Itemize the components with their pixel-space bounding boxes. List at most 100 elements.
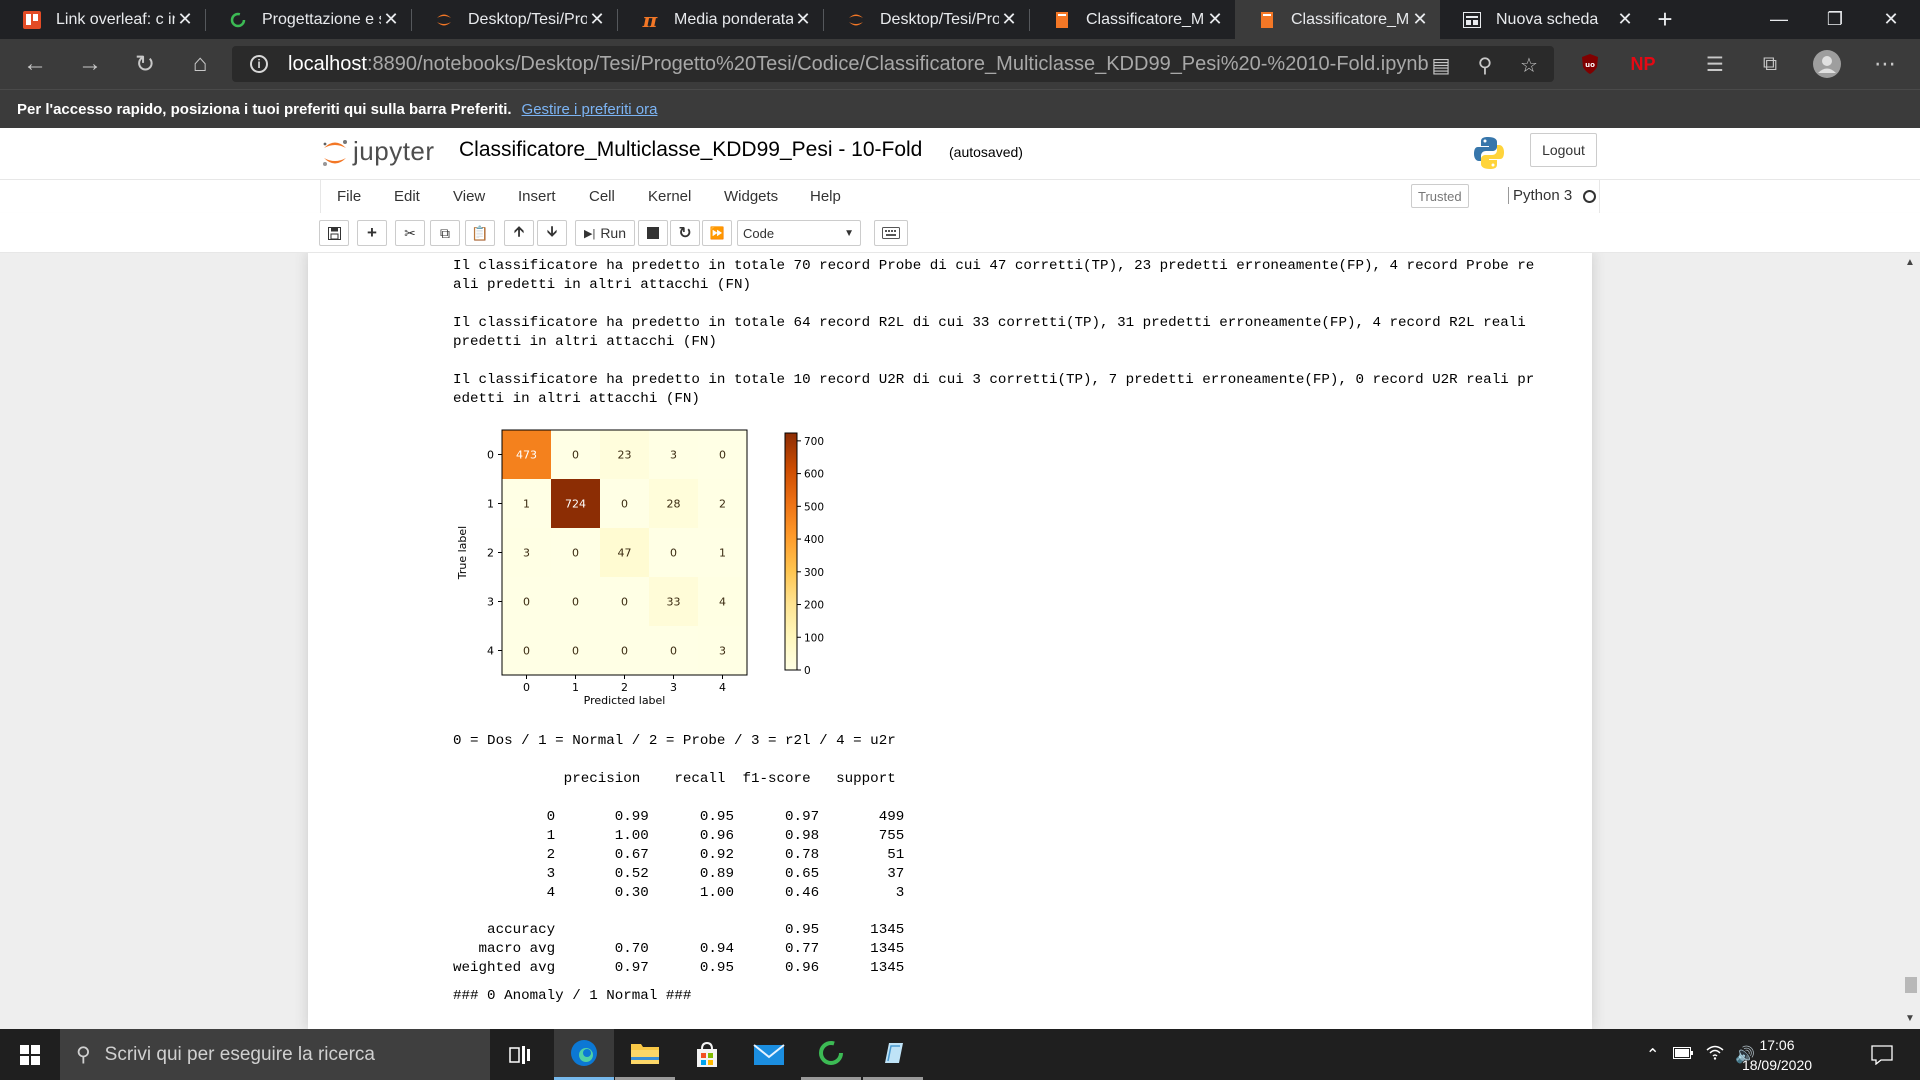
site-info-icon[interactable]: i xyxy=(250,55,268,73)
ublock-extension-icon[interactable]: uo xyxy=(1575,49,1605,79)
scroll-up-icon[interactable]: ▲ xyxy=(1905,257,1915,268)
copy-icon[interactable]: ⧉ xyxy=(430,220,460,246)
profile-avatar-icon[interactable] xyxy=(1812,49,1842,79)
close-tab-icon[interactable]: ✕ xyxy=(383,9,399,29)
scrollbar-thumb[interactable] xyxy=(1905,977,1917,993)
restore-window-icon[interactable]: ❐ xyxy=(1826,9,1844,29)
y-tick-label: 4 xyxy=(487,645,494,658)
move-down-icon[interactable]: 🡫 xyxy=(537,220,567,246)
notebook-area: Il classificatore ha predetto in totale … xyxy=(0,253,1920,1029)
task-view-icon[interactable] xyxy=(490,1029,550,1080)
insert-cell-icon[interactable]: + xyxy=(357,220,387,246)
read-aloud-icon[interactable]: ▤ xyxy=(1431,54,1451,77)
y-tick-label: 1 xyxy=(487,498,494,511)
run-button[interactable]: ▶| Run xyxy=(575,220,635,246)
heatmap-cell xyxy=(698,528,747,577)
report-row: 4 0.30 1.00 0.46 3 xyxy=(453,885,905,901)
new-tab-icon[interactable]: + xyxy=(1657,4,1673,34)
restart-run-all-icon[interactable]: ⏩ xyxy=(702,220,732,246)
edge-browser-taskbar-icon[interactable] xyxy=(554,1029,614,1080)
tab-separator xyxy=(617,8,618,31)
chevron-up-icon[interactable]: ⌃ xyxy=(1646,1046,1660,1064)
page-scrollbar[interactable]: ▲ ▼ xyxy=(1901,253,1920,1029)
close-tab-icon[interactable]: ✕ xyxy=(589,9,605,29)
heatmap-value-labels: 473 0 23 3 01 724 0 28 23 0 47 0 10 0 0 33 40 0 0 0 3 xyxy=(516,449,726,658)
menu-file[interactable]: File xyxy=(337,188,362,205)
menu-help[interactable]: Help xyxy=(810,188,841,205)
x-tick-label: 3 xyxy=(670,681,677,694)
browser-tab-5[interactable]: Desktop/Tesi/Prog ✕ xyxy=(824,0,1029,39)
close-window-icon[interactable]: ✕ xyxy=(1883,9,1899,29)
close-tab-icon[interactable]: ✕ xyxy=(1001,9,1017,29)
close-tab-icon[interactable]: ✕ xyxy=(177,9,193,29)
scroll-down-icon[interactable]: ▼ xyxy=(1905,1013,1915,1024)
menu-kernel[interactable]: Kernel xyxy=(648,188,692,205)
heatmap-cell xyxy=(698,626,747,675)
browser-tab-title: Classificatore_Mul xyxy=(1086,10,1205,28)
store-taskbar-icon[interactable] xyxy=(677,1029,737,1080)
menu-insert[interactable]: Insert xyxy=(518,188,556,205)
home-icon[interactable]: ⌂ xyxy=(192,50,208,77)
refresh-app-taskbar-icon[interactable] xyxy=(801,1029,861,1080)
url-input[interactable]: i localhost:8890/notebooks/Desktop/Tesi/… xyxy=(232,46,1554,82)
browser-tab-1[interactable]: Link overleaf: c in l✕ xyxy=(0,0,205,39)
browser-tab-4[interactable]: π Media ponderata ✕ xyxy=(618,0,823,39)
np-extension-icon[interactable]: NP xyxy=(1630,53,1656,74)
menu-widgets[interactable]: Widgets xyxy=(724,188,779,205)
heatmap-value-label: 0 xyxy=(621,498,628,511)
trusted-badge[interactable]: Trusted xyxy=(1411,184,1469,208)
kernel-name[interactable]: Python 3 xyxy=(1508,187,1572,204)
forward-icon[interactable]: → xyxy=(78,50,102,77)
collections-icon[interactable]: ⧉ xyxy=(1762,52,1778,75)
reload-icon[interactable]: ↻ xyxy=(134,50,156,78)
zoom-icon[interactable]: ⚲ xyxy=(1477,54,1493,77)
close-tab-icon[interactable]: ✕ xyxy=(1207,9,1223,29)
manage-favorites-link[interactable]: Gestire i preferiti ora xyxy=(521,100,658,118)
file-explorer-taskbar-icon[interactable] xyxy=(615,1029,675,1080)
move-up-icon[interactable]: 🡩 xyxy=(504,220,534,246)
browser-tab-6[interactable]: Classificatore_Mul ✕ xyxy=(1030,0,1235,39)
close-tab-icon[interactable]: ✕ xyxy=(1412,9,1428,29)
cut-icon[interactable]: ✂ xyxy=(395,220,425,246)
run-label: Run xyxy=(600,225,626,241)
browser-tab-2[interactable]: Progettazione e sv✕ xyxy=(206,0,411,39)
save-icon[interactable] xyxy=(319,220,349,246)
notifications-icon[interactable] xyxy=(1862,1029,1902,1080)
tab-separator xyxy=(205,8,206,31)
windows-start-icon[interactable] xyxy=(0,1029,60,1080)
battery-icon[interactable] xyxy=(1673,1046,1694,1064)
jupyter-logo[interactable]: jupyter xyxy=(321,136,435,167)
browser-tab-8[interactable]: Nuova scheda ✕ xyxy=(1440,0,1645,39)
restart-kernel-icon[interactable]: ↻ xyxy=(670,220,700,246)
favorite-star-icon[interactable]: ☆ xyxy=(1520,54,1538,77)
menu-cell[interactable]: Cell xyxy=(589,188,615,205)
menu-view[interactable]: View xyxy=(453,188,486,205)
taskbar-clock[interactable]: 17:06 18/09/2020 xyxy=(1736,1035,1818,1075)
close-tab-icon[interactable]: ✕ xyxy=(795,9,811,29)
volume-icon[interactable]: 🔊 xyxy=(1735,1046,1756,1064)
x-axis-ticks: 0 1 2 3 4 xyxy=(523,675,726,694)
paste-icon[interactable]: 📋 xyxy=(465,220,495,246)
browser-tab-title: Desktop/Tesi/Prog xyxy=(468,10,587,28)
class-legend-line: 0 = Dos / 1 = Normal / 2 = Probe / 3 = r… xyxy=(453,733,896,749)
taskbar-search-input[interactable]: ⚲ Scrivi qui per eseguire la ricerca xyxy=(60,1029,490,1080)
browser-tab-3[interactable]: Desktop/Tesi/Prog ✕ xyxy=(412,0,617,39)
close-tab-icon[interactable]: ✕ xyxy=(1617,9,1633,29)
notes-app-taskbar-icon[interactable] xyxy=(863,1029,923,1080)
browser-tab-7[interactable]: Classificatore_Mul ✕ xyxy=(1235,0,1440,39)
settings-more-icon[interactable]: ⋯ xyxy=(1874,51,1896,76)
notebook-toolbar: + ✂ ⧉ 📋 🡩 🡫 ▶| Run ↻ ⏩ Code ▼ xyxy=(0,213,1920,253)
chevron-down-icon: ▼ xyxy=(844,227,854,239)
back-icon[interactable]: ← xyxy=(23,50,47,77)
wifi-icon[interactable] xyxy=(1705,1044,1725,1065)
logout-button[interactable]: Logout xyxy=(1530,133,1597,167)
menu-edit[interactable]: Edit xyxy=(394,188,420,205)
notebook-name[interactable]: Classificatore_Multiclasse_KDD99_Pesi - … xyxy=(459,138,923,161)
minimize-window-icon[interactable]: — xyxy=(1770,9,1788,29)
interrupt-kernel-icon[interactable] xyxy=(638,220,668,246)
heatmap-cell xyxy=(600,430,649,479)
favorites-list-icon[interactable]: ☰ xyxy=(1706,53,1724,76)
mail-taskbar-icon[interactable] xyxy=(739,1029,799,1080)
cell-type-select[interactable]: Code ▼ xyxy=(737,220,861,246)
command-palette-keyboard-icon[interactable] xyxy=(874,220,908,246)
